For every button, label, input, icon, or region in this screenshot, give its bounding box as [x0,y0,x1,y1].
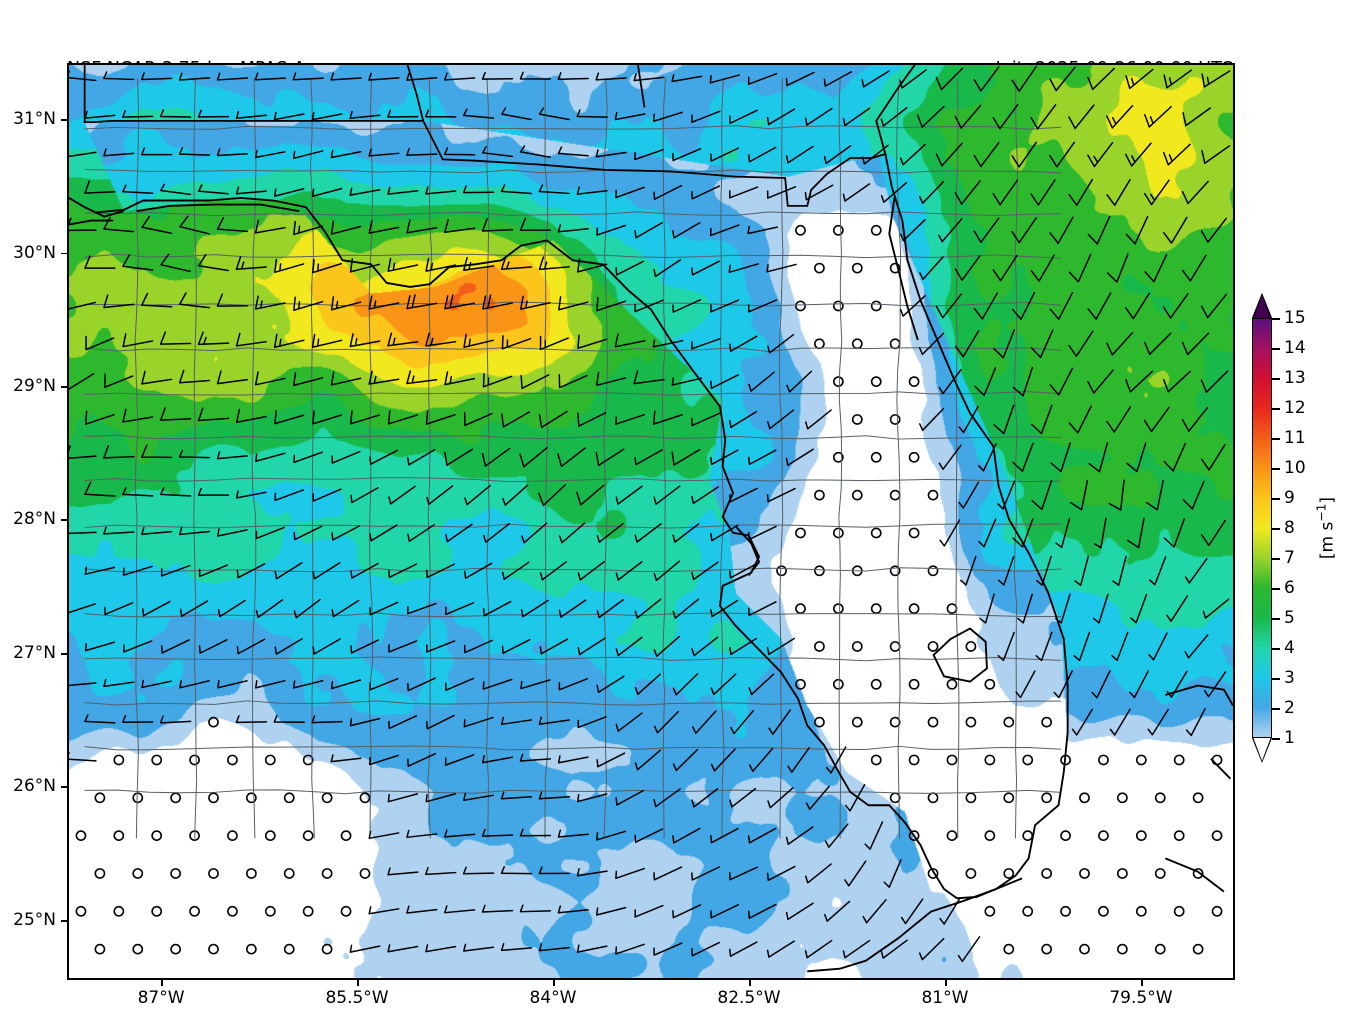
colorbar-tick-label: 13 [1284,368,1306,388]
y-axis-label: 27°N [13,642,56,663]
colorbar-under-arrow [1252,738,1272,763]
colorbar: 1 2 3 4 5 6 7 8 9 10 11 12 13 14 15 [m s−1] [1252,293,1353,763]
map-plot-area [67,63,1235,980]
x-axis-label: 87°W [137,988,185,1008]
colorbar-tick-label: 8 [1284,518,1295,538]
colorbar-tick-mark [1272,648,1280,650]
colorbar-tick-label: 11 [1284,428,1306,448]
x-tick-mark [944,980,947,986]
x-axis-label: 82.5°W [717,988,781,1008]
colorbar-tick-mark [1272,318,1280,320]
colorbar-tick-mark [1272,378,1280,380]
colorbar-tick-label: 4 [1284,638,1295,658]
colorbar-tick-mark [1272,348,1280,350]
colorbar-tick-mark [1272,558,1280,560]
colorbar-tick-label: 2 [1284,698,1295,718]
colorbar-tick-label: 3 [1284,668,1295,688]
x-tick-mark [553,980,555,986]
colorbar-tick-label: 15 [1284,308,1306,328]
x-axis-label: 85.5°W [325,988,389,1008]
x-tick-mark [748,980,751,986]
colorbar-tick-mark [1272,468,1280,470]
y-axis-label: 25°N [13,909,56,930]
colorbar-tick-mark [1272,408,1280,410]
colorbar-gradient [1253,319,1271,737]
colorbar-tick-label: 9 [1284,488,1295,508]
colorbar-tick-mark [1272,498,1280,500]
y-axis-label: 29°N [13,376,56,397]
x-axis-label: 79.5°W [1109,988,1173,1008]
y-tick-mark [61,119,67,121]
colorbar-tick-mark [1272,588,1280,590]
y-tick-mark [61,652,67,655]
colorbar-axis-label: [m s−1] [1314,496,1338,560]
colorbar-tick-label: 12 [1284,398,1306,418]
colorbar-tick-mark [1272,528,1280,530]
colorbar-tick-label: 5 [1284,608,1295,628]
x-tick-mark [161,980,163,986]
wind-speed-field [69,65,1233,978]
colorbar-tick-mark [1272,678,1280,680]
y-tick-mark [61,386,67,388]
colorbar-tick-mark [1272,438,1280,440]
y-axis-label: 30°N [13,242,56,263]
colorbar-tick-label: 6 [1284,578,1295,598]
x-tick-mark [1140,980,1143,986]
y-tick-mark [61,252,67,255]
colorbar-tick-mark [1272,708,1280,710]
y-tick-mark [61,919,67,922]
y-tick-mark [61,786,67,789]
y-tick-mark [61,519,67,522]
colorbar-tick-label: 1 [1284,728,1295,748]
x-tick-mark [357,980,359,986]
y-axis-label: 28°N [13,509,56,530]
colorbar-tick-mark [1272,618,1280,620]
colorbar-tick-label: 10 [1284,458,1306,478]
colorbar-tick-label: 14 [1284,338,1306,358]
colorbar-bar [1252,318,1272,738]
colorbar-over-arrow [1252,293,1272,318]
x-axis-label: 81°W [921,988,969,1008]
y-axis-label: 31°N [13,109,56,130]
colorbar-tick-label: 7 [1284,548,1295,568]
x-axis-label: 84°W [529,988,577,1008]
y-axis-label: 26°N [13,776,56,797]
colorbar-tick-mark [1272,738,1280,740]
